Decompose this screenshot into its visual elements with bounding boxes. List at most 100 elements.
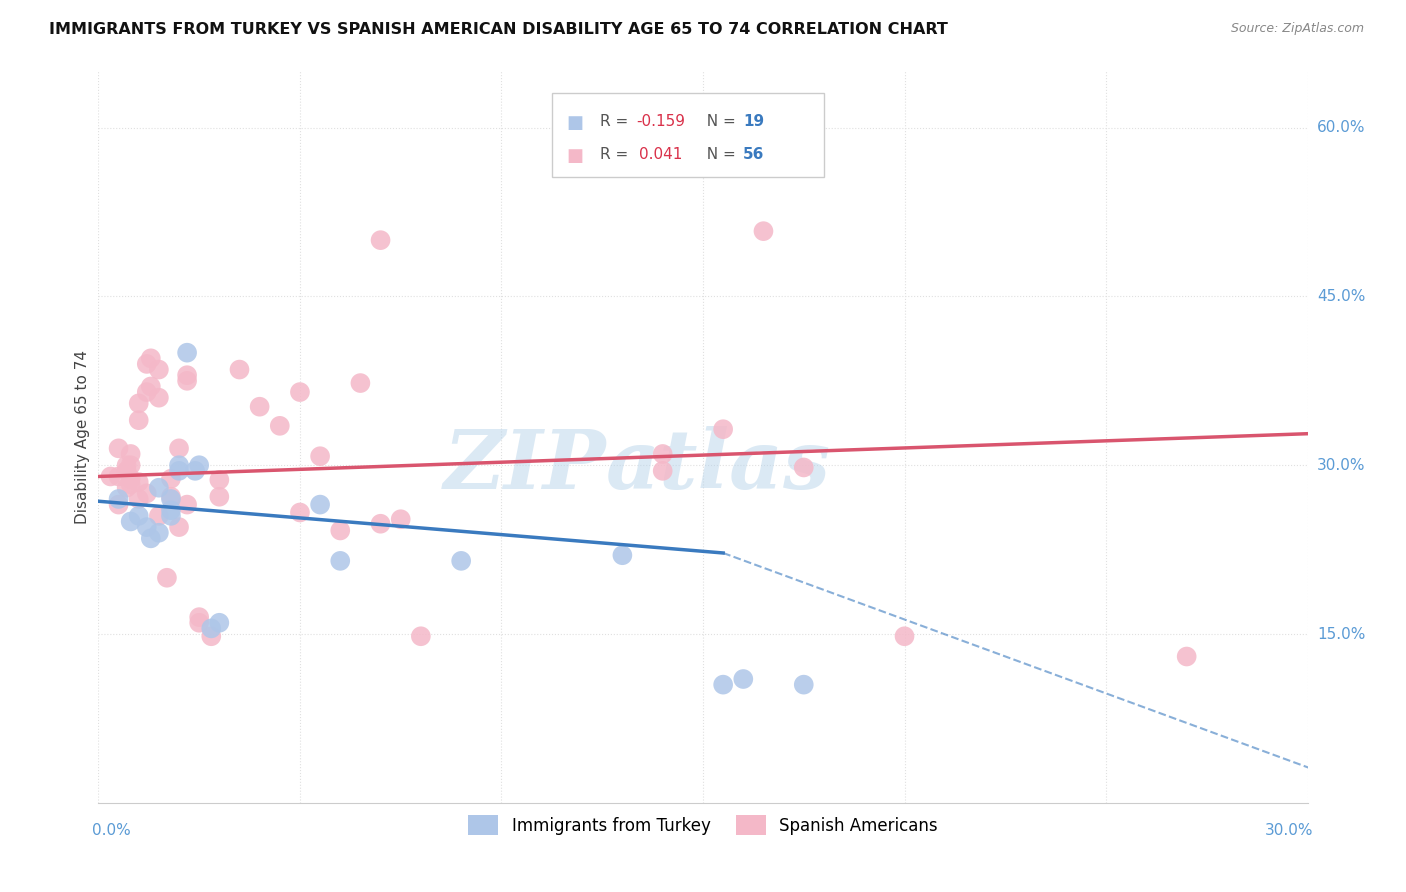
Point [309, 449, 332, 463]
Text: R =: R = [600, 114, 633, 128]
Text: 30.0%: 30.0% [1265, 823, 1313, 838]
Legend: Immigrants from Turkey, Spanish Americans: Immigrants from Turkey, Spanish American… [461, 808, 945, 842]
Point [1175, 649, 1198, 664]
Point [711, 422, 734, 436]
Point [128, 475, 150, 489]
Point [752, 224, 775, 238]
Text: N =: N = [697, 146, 741, 161]
Point [269, 418, 291, 433]
Point [176, 374, 198, 388]
Point [115, 464, 138, 478]
Point [389, 512, 412, 526]
Point [188, 615, 211, 630]
FancyBboxPatch shape [551, 94, 824, 178]
Point [128, 491, 150, 506]
Point [167, 520, 190, 534]
Point [167, 458, 190, 473]
Point [160, 491, 183, 506]
Point [107, 498, 129, 512]
Point [208, 615, 231, 630]
Point [288, 506, 311, 520]
Text: ■: ■ [567, 114, 583, 132]
Point [176, 498, 198, 512]
Point [288, 385, 311, 400]
Point [156, 571, 179, 585]
Point [309, 498, 332, 512]
Point [135, 520, 157, 534]
Point [450, 554, 472, 568]
Point [107, 491, 129, 506]
Point [612, 548, 634, 562]
Point [139, 351, 162, 366]
Point [107, 469, 129, 483]
Text: 45.0%: 45.0% [1317, 289, 1365, 304]
Text: R =: R = [600, 146, 638, 161]
Point [135, 357, 157, 371]
Text: 15.0%: 15.0% [1317, 626, 1365, 641]
Point [409, 629, 432, 643]
Point [167, 464, 190, 478]
Point [733, 672, 755, 686]
Text: Source: ZipAtlas.com: Source: ZipAtlas.com [1230, 22, 1364, 36]
Point [148, 508, 170, 523]
Point [651, 464, 673, 478]
Point [135, 486, 157, 500]
Text: atlas: atlas [606, 426, 831, 507]
Point [188, 458, 211, 473]
Text: -0.159: -0.159 [637, 114, 686, 128]
Y-axis label: Disability Age 65 to 74: Disability Age 65 to 74 [75, 350, 90, 524]
Text: N =: N = [697, 114, 741, 128]
Point [120, 458, 142, 473]
Point [128, 508, 150, 523]
Point [148, 481, 170, 495]
Point [176, 345, 198, 359]
Point [208, 473, 231, 487]
Point [139, 379, 162, 393]
Point [176, 368, 198, 383]
Point [139, 532, 162, 546]
Point [115, 458, 138, 473]
Point [208, 490, 231, 504]
Point [115, 481, 138, 495]
Point [148, 525, 170, 540]
Point [228, 362, 250, 376]
Text: 19: 19 [742, 114, 763, 128]
Point [188, 610, 211, 624]
Text: 60.0%: 60.0% [1317, 120, 1365, 135]
Point [135, 385, 157, 400]
Point [651, 447, 673, 461]
Point [128, 413, 150, 427]
Point [329, 524, 352, 538]
Point [128, 396, 150, 410]
Point [160, 508, 183, 523]
Point [160, 472, 183, 486]
Point [370, 233, 392, 247]
Point [249, 400, 271, 414]
Text: IMMIGRANTS FROM TURKEY VS SPANISH AMERICAN DISABILITY AGE 65 TO 74 CORRELATION C: IMMIGRANTS FROM TURKEY VS SPANISH AMERIC… [49, 22, 948, 37]
Point [184, 464, 207, 478]
Point [893, 629, 915, 643]
Text: ■: ■ [567, 146, 583, 165]
Point [100, 469, 122, 483]
Text: ZIP: ZIP [444, 426, 606, 507]
Point [711, 678, 734, 692]
Point [200, 621, 222, 635]
Text: 0.041: 0.041 [638, 146, 682, 161]
Point [107, 442, 129, 456]
Point [370, 516, 392, 531]
Point [733, 120, 755, 135]
Point [329, 554, 352, 568]
Text: 30.0%: 30.0% [1317, 458, 1365, 473]
Point [793, 460, 815, 475]
Point [793, 678, 815, 692]
Point [120, 447, 142, 461]
Point [349, 376, 371, 390]
Text: 0.0%: 0.0% [93, 823, 131, 838]
Point [160, 490, 183, 504]
Point [148, 391, 170, 405]
Point [120, 515, 142, 529]
Point [120, 477, 142, 491]
Text: 56: 56 [742, 146, 765, 161]
Point [200, 629, 222, 643]
Point [167, 442, 190, 456]
